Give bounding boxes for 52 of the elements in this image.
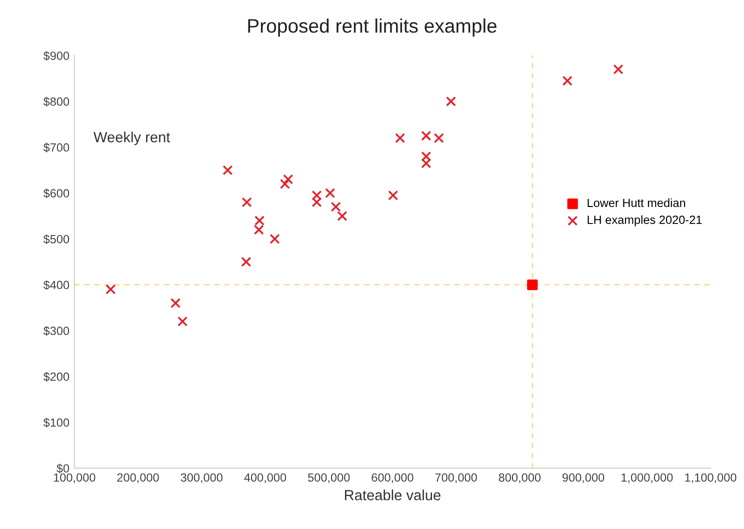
y-tick-label: $900 [43,51,70,61]
y-tick-label: $200 [43,372,70,382]
point [222,165,233,176]
point [312,190,322,200]
point [177,316,188,327]
y-tick-label: $300 [43,326,70,336]
x-tick-label: 800,000 [498,473,541,484]
y-tick-label: $400 [43,280,70,290]
x-tick-label: 300,000 [180,473,222,484]
point [421,158,432,168]
point [270,234,280,244]
y-tick-label: $500 [43,234,70,244]
point [562,76,572,86]
point [312,197,322,208]
x-tick-label: 700,000 [435,473,477,484]
point [527,279,538,290]
point [283,174,294,184]
x-tick-label: 100,000 [54,473,96,484]
x-tick-label: 600,000 [372,473,414,484]
point [395,132,406,144]
point [325,188,336,198]
y-tick-label: $600 [43,188,70,198]
y-tick-label: $0 [56,464,70,474]
x-tick-label: 1,100,000 [685,473,736,484]
y-tick-label: $100 [43,418,70,428]
point [421,130,432,141]
x-tick-label: 200,000 [117,473,159,484]
annotation: Weekly rent [94,132,170,146]
point [434,132,444,144]
point [613,64,624,74]
point [170,298,181,308]
x-axis-title: Rateable value [345,490,440,500]
legend-label: Lower Hutt median [588,198,686,208]
y-tick-label: $800 [43,96,70,106]
point [280,178,290,189]
x-tick-label: 900,000 [562,473,604,484]
point [388,190,398,200]
x-tick-label: 400,000 [244,473,286,484]
point [337,210,348,222]
point [254,224,264,235]
point [421,151,432,162]
point [241,256,252,267]
y-tick-label: $700 [43,142,70,152]
legend-label: LH examples 2020-21 [588,215,702,226]
point [446,96,456,106]
point [242,197,252,208]
x-tick-label: 500,000 [308,473,350,484]
point [254,216,265,226]
chart-title: Proposed rent limits example [248,18,497,37]
point [330,202,341,212]
x-tick-label: 1,000,000 [622,473,673,484]
point [106,284,116,294]
